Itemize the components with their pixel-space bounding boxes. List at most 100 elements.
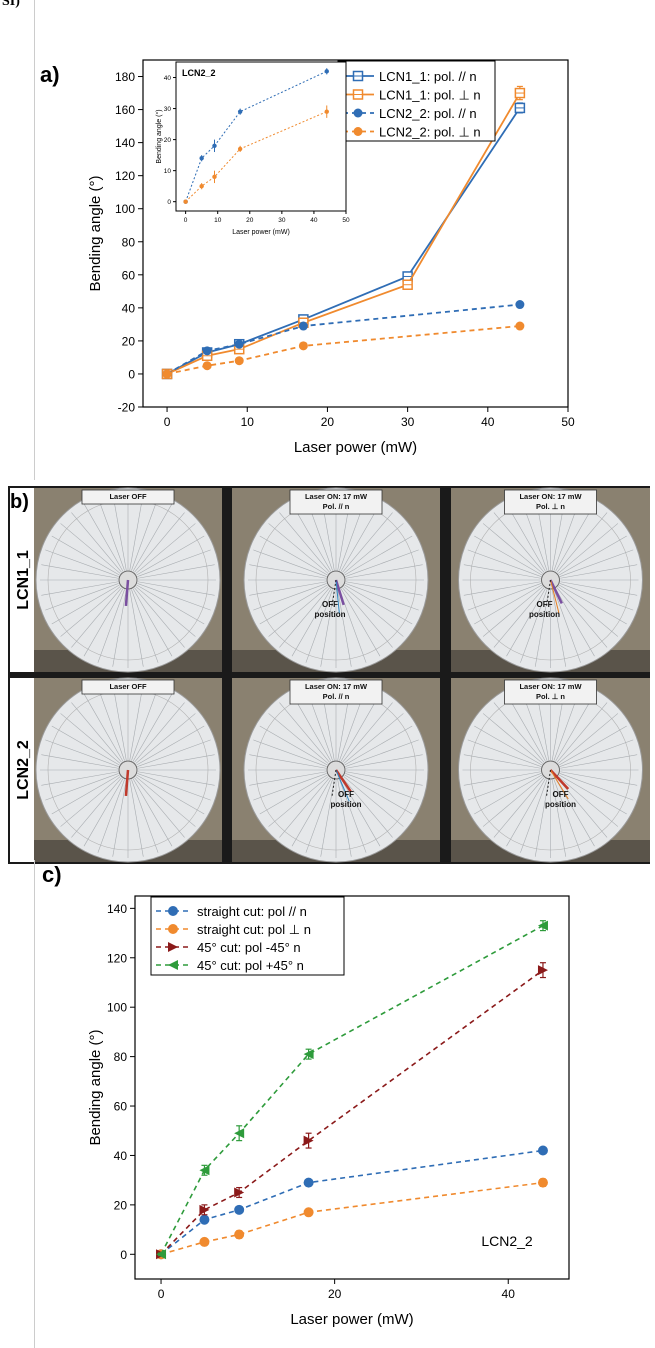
- protractor-ray: [279, 587, 330, 648]
- protractor-ray: [520, 589, 548, 663]
- photo-caption-box: [289, 679, 383, 705]
- protractor-ray: [342, 587, 393, 648]
- a-data-point: [298, 341, 308, 351]
- protractor-ray: [506, 503, 546, 572]
- a-inset-data-point: [212, 174, 217, 180]
- protractor-ray: [342, 777, 393, 838]
- c-y-tick-label: 20: [114, 1198, 128, 1212]
- protractor-ray: [345, 771, 423, 786]
- protractor-ray: [71, 777, 122, 838]
- a-inset-data-point: [199, 156, 204, 161]
- protractor-ray: [340, 588, 381, 657]
- protractor-ray: [506, 778, 546, 847]
- protractor-ray: [551, 779, 567, 857]
- chart-c: 0 20 40 0 20 40 60 80 100 120 140 Laser power (mW) B…: [34, 860, 570, 1348]
- lcn-strip: [124, 769, 130, 797]
- c-x-axis-label: Laser power (mW): [290, 1311, 413, 1328]
- protractor-ray: [259, 535, 328, 576]
- a-x-tick-label: 50: [561, 415, 575, 429]
- lcn-strip: [124, 579, 130, 607]
- protractor-ray: [136, 725, 205, 766]
- protractor-ray: [41, 771, 119, 786]
- sample-label-strip: [10, 678, 34, 862]
- c-data-point: [234, 1187, 245, 1198]
- protractor-ray: [343, 776, 404, 827]
- photo-caption-text: Pol. // n: [323, 502, 350, 511]
- protractor-ray: [136, 535, 205, 576]
- protractor-ray: [493, 777, 545, 838]
- a-y-tick-label: -20: [118, 401, 136, 415]
- protractor-ray: [560, 564, 638, 579]
- protractor-ray: [51, 725, 120, 766]
- protractor-ray: [268, 523, 329, 574]
- a-plot-frame: [142, 59, 569, 408]
- protractor-ray: [60, 713, 121, 764]
- protractor-ray: [553, 589, 581, 663]
- protractor-ray: [559, 535, 627, 576]
- c-data-point: [234, 1229, 245, 1240]
- a-inset-x-tick-label: 0: [184, 217, 188, 224]
- a-x-axis-label: Laser power (mW): [294, 439, 417, 456]
- a-y-tick-label: 80: [122, 235, 136, 249]
- c-series-line: [160, 969, 544, 1255]
- protractor-ray: [279, 512, 330, 573]
- protractor-ray: [253, 583, 327, 611]
- protractor-ray: [482, 713, 544, 764]
- photo-caption-box: [81, 679, 175, 695]
- protractor-ray: [97, 497, 125, 571]
- protractor-ray: [463, 754, 541, 769]
- protractor-ray: [268, 586, 329, 637]
- protractor-ray: [129, 589, 144, 667]
- protractor-ray: [259, 725, 328, 766]
- c-data-point: [303, 1135, 314, 1146]
- protractor-ray: [343, 713, 404, 764]
- a-inset-x-axis-label: Laser power (mW): [232, 229, 290, 236]
- off-position-label: position: [529, 610, 560, 619]
- protractor-ray: [83, 693, 124, 762]
- protractor-ray: [559, 583, 634, 611]
- c-data-point: [537, 920, 548, 931]
- protractor-ray: [134, 702, 185, 763]
- protractor-ray: [467, 549, 542, 577]
- protractor-ray: [45, 739, 119, 767]
- protractor-ray: [520, 779, 548, 853]
- a-inset-x-tick-label: 10: [214, 217, 222, 224]
- lcn-strip: [334, 579, 345, 606]
- c-plot: 0 20 40 0 20 40 60 80 100 120 140 Laser power (mW) B…: [87, 895, 570, 1328]
- c-y-axis-label: Bending angle (°): [87, 1029, 104, 1145]
- c-y-tick-label: 120: [107, 951, 127, 965]
- a-inset-data-point: [237, 109, 243, 114]
- c-x-tick-label: 40: [502, 1287, 516, 1301]
- c-y-tick-label: 100: [107, 1001, 127, 1015]
- protractor-ray: [557, 586, 619, 637]
- protractor-ray: [320, 779, 335, 857]
- a-inset-data-point: [183, 199, 188, 204]
- protractor-ray: [534, 589, 550, 667]
- protractor-ray: [134, 512, 185, 573]
- protractor-ray: [112, 683, 127, 761]
- protractor-ray: [253, 549, 327, 577]
- protractor-ray: [337, 779, 352, 857]
- photo-1-0: Laser OFF: [34, 677, 222, 863]
- photo-caption-text: Laser OFF: [109, 682, 147, 691]
- a-inset-data-point: [324, 109, 329, 114]
- c-series-3: [156, 920, 548, 1260]
- off-position-label: position: [314, 610, 345, 619]
- deflection-line: [550, 769, 569, 800]
- c-legend-marker: [168, 960, 178, 970]
- protractor-ray: [41, 581, 119, 596]
- protractor-ray: [135, 713, 196, 764]
- lcn-strip: [549, 579, 563, 604]
- protractor-ray: [97, 779, 125, 853]
- photo-caption-text: Pol. // n: [323, 692, 350, 701]
- protractor-ray: [112, 779, 127, 857]
- protractor-ray: [467, 773, 542, 801]
- protractor-ray: [60, 523, 121, 574]
- photo-caption-text: Laser ON: 17 mW: [305, 682, 368, 691]
- a-legend-frame: [337, 60, 496, 142]
- protractor-ray: [41, 754, 119, 769]
- protractor-ray: [135, 776, 196, 827]
- protractor-ray: [291, 693, 332, 762]
- protractor-ray: [131, 589, 159, 663]
